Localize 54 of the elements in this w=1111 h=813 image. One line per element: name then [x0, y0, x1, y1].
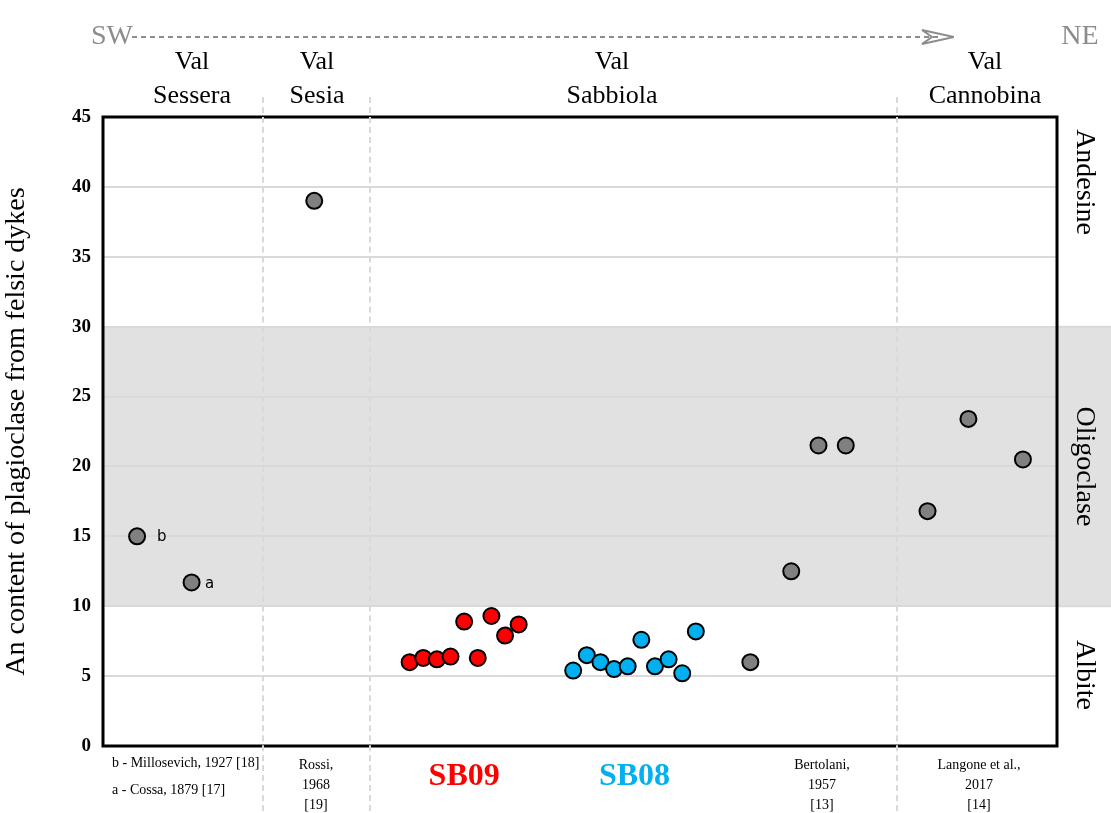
text: Val Sessera	[153, 45, 232, 109]
text: Val Sesia	[289, 45, 345, 109]
y-tick-label: 10	[72, 594, 91, 616]
text: a - Cossa, 1879 [17]	[112, 781, 226, 797]
point	[128, 527, 147, 546]
y-tick-label: 40	[72, 174, 91, 196]
y-tick-label: 35	[72, 244, 91, 266]
point	[441, 647, 460, 666]
point	[1013, 450, 1032, 469]
text: Val Cannobina	[928, 45, 1042, 109]
point	[836, 436, 855, 455]
text: SB08	[598, 756, 671, 793]
point	[673, 664, 692, 683]
point	[305, 191, 324, 210]
y-axis-title: An content of plagioclase from felsic dykes	[0, 187, 31, 676]
y-tick-label: 15	[72, 524, 91, 546]
y-tick-label: 0	[81, 733, 91, 755]
annotation: b	[157, 526, 167, 545]
y-tick-label: 30	[72, 314, 91, 336]
y-tick-label: 5	[81, 664, 91, 686]
point	[509, 615, 528, 634]
text: Rossi, 1968 [19]	[298, 756, 334, 812]
point	[482, 607, 501, 626]
point	[455, 612, 474, 631]
point	[591, 653, 610, 672]
point	[959, 409, 978, 428]
point	[564, 661, 583, 680]
point	[618, 657, 637, 676]
band-label: Oligoclase	[1070, 406, 1102, 527]
annotation: a	[205, 573, 215, 592]
text: Bertolani, 1957 [13]	[794, 756, 850, 812]
y-tick-label: 45	[72, 104, 91, 126]
text: Albite	[1070, 640, 1102, 710]
point	[741, 653, 760, 672]
point	[182, 573, 201, 592]
text: NE	[1061, 19, 1099, 51]
point	[686, 622, 705, 641]
point	[632, 630, 651, 649]
point	[782, 562, 801, 581]
y-tick-label: 20	[72, 454, 91, 476]
point	[645, 657, 664, 676]
point	[918, 502, 937, 521]
point	[577, 646, 596, 665]
point	[659, 650, 678, 669]
text: b - Millosevich, 1927 [18]	[112, 754, 260, 770]
point	[496, 626, 515, 645]
text: Langone et al., 2017 [14]	[937, 756, 1021, 812]
point	[468, 648, 487, 667]
text: Val Sabbiola	[566, 45, 658, 109]
text: Andesine	[1070, 129, 1102, 235]
point	[809, 436, 828, 455]
text: SW	[91, 19, 134, 51]
y-tick-label: 25	[72, 384, 91, 406]
text: SB09	[428, 756, 500, 793]
